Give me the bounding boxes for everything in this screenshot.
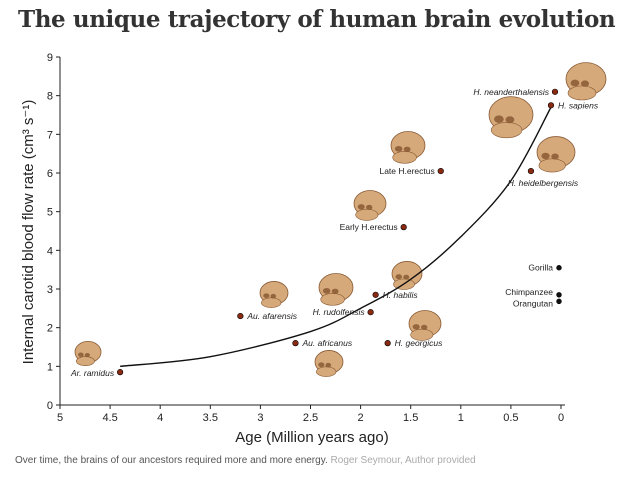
point-label: Early H.erectus — [340, 222, 398, 232]
x-tick-label: 1 — [458, 412, 464, 424]
point-label: Au. africanus — [301, 338, 352, 348]
skull-icon — [259, 281, 289, 308]
skull-icon — [408, 310, 442, 341]
point-label: Chimpanzee — [505, 287, 553, 297]
data-point — [384, 340, 391, 347]
skull-icon — [488, 96, 534, 139]
skull-icon — [353, 190, 387, 221]
data-points: Ar. ramidus Au. afarensis Au. africanus H. … — [70, 87, 599, 378]
caption-credit: Roger Seymour, Author provided — [330, 455, 476, 466]
data-point — [556, 265, 562, 271]
caption-text: Over time, the brains of our ancestors r… — [15, 455, 328, 466]
point-label: H. georgicus — [395, 338, 443, 348]
data-point — [237, 312, 244, 320]
x-tick-label: 3 — [257, 412, 263, 424]
y-tick-label: 4 — [47, 245, 53, 257]
data-point — [556, 292, 562, 298]
brain-flow-chart: 5 4.5 4 3.5 3 2.5 2 1.5 1 0.5 0 0 1 2 3 4 5 6 7 8 9 Ar. rami… — [20, 52, 607, 446]
point-label: H. neanderthalensis — [473, 87, 549, 97]
trend-curve — [120, 106, 552, 368]
x-axis-label: Age (Million years ago) — [235, 429, 388, 446]
data-point — [367, 309, 374, 316]
x-tick-label: 4 — [157, 412, 163, 424]
data-point — [117, 369, 124, 376]
x-tick-label: 1.5 — [403, 412, 418, 424]
y-tick-label: 2 — [47, 323, 53, 335]
y-tick-label: 9 — [47, 52, 53, 64]
point-label: H. heidelbergensis — [508, 178, 579, 188]
y-tick-label: 1 — [47, 361, 53, 373]
y-tick-label: 0 — [47, 400, 53, 412]
x-tick-label: 5 — [57, 412, 63, 424]
x-tick-label: 4.5 — [102, 412, 117, 424]
point-label: Au. afarensis — [246, 311, 297, 321]
axes: 5 4.5 4 3.5 3 2.5 2 1.5 1 0.5 0 0 1 2 3 4 5 6 7 8 9 — [47, 52, 565, 424]
y-tick-label: 6 — [47, 168, 53, 180]
x-tick-label: 0.5 — [503, 412, 518, 424]
data-point — [527, 167, 535, 175]
chart-title: The unique trajectory of human brain evo… — [18, 6, 616, 33]
skull-icon — [74, 340, 102, 367]
point-label: H. habilis — [383, 290, 419, 300]
point-label: Gorilla — [528, 263, 553, 273]
point-label: Orangutan — [513, 298, 553, 308]
point-label: H. sapiens — [558, 100, 599, 110]
y-tick-label: 3 — [47, 284, 53, 296]
data-point — [551, 88, 559, 95]
data-point — [556, 298, 562, 305]
x-tick-label: 2 — [358, 412, 364, 424]
x-tick-label: 3.5 — [203, 412, 218, 424]
y-tick-label: 8 — [47, 91, 53, 103]
data-point — [292, 340, 299, 347]
skull-icon — [536, 136, 576, 173]
skull-icon — [391, 261, 423, 290]
caption: Over time, the brains of our ancestors r… — [15, 455, 476, 466]
skull-icon — [565, 62, 607, 101]
y-tick-label: 7 — [47, 129, 53, 141]
skull-illustrations — [74, 62, 607, 377]
y-axis-label: Internal carotid blood flow rate (cm³ s⁻… — [20, 100, 37, 365]
point-label: Late H.erectus — [379, 166, 434, 176]
y-tick-label: 5 — [47, 207, 53, 219]
point-label: Ar. ramidus — [70, 368, 115, 378]
data-point — [400, 224, 407, 231]
skull-icon — [318, 273, 354, 306]
x-tick-label: 0 — [558, 412, 564, 424]
x-tick-label: 2.5 — [303, 412, 318, 424]
skull-icon — [390, 131, 426, 164]
data-point — [437, 167, 444, 175]
data-point — [547, 102, 555, 109]
point-label: H. rudolfensis — [313, 307, 366, 317]
data-point — [372, 291, 379, 298]
skull-icon — [314, 350, 344, 377]
